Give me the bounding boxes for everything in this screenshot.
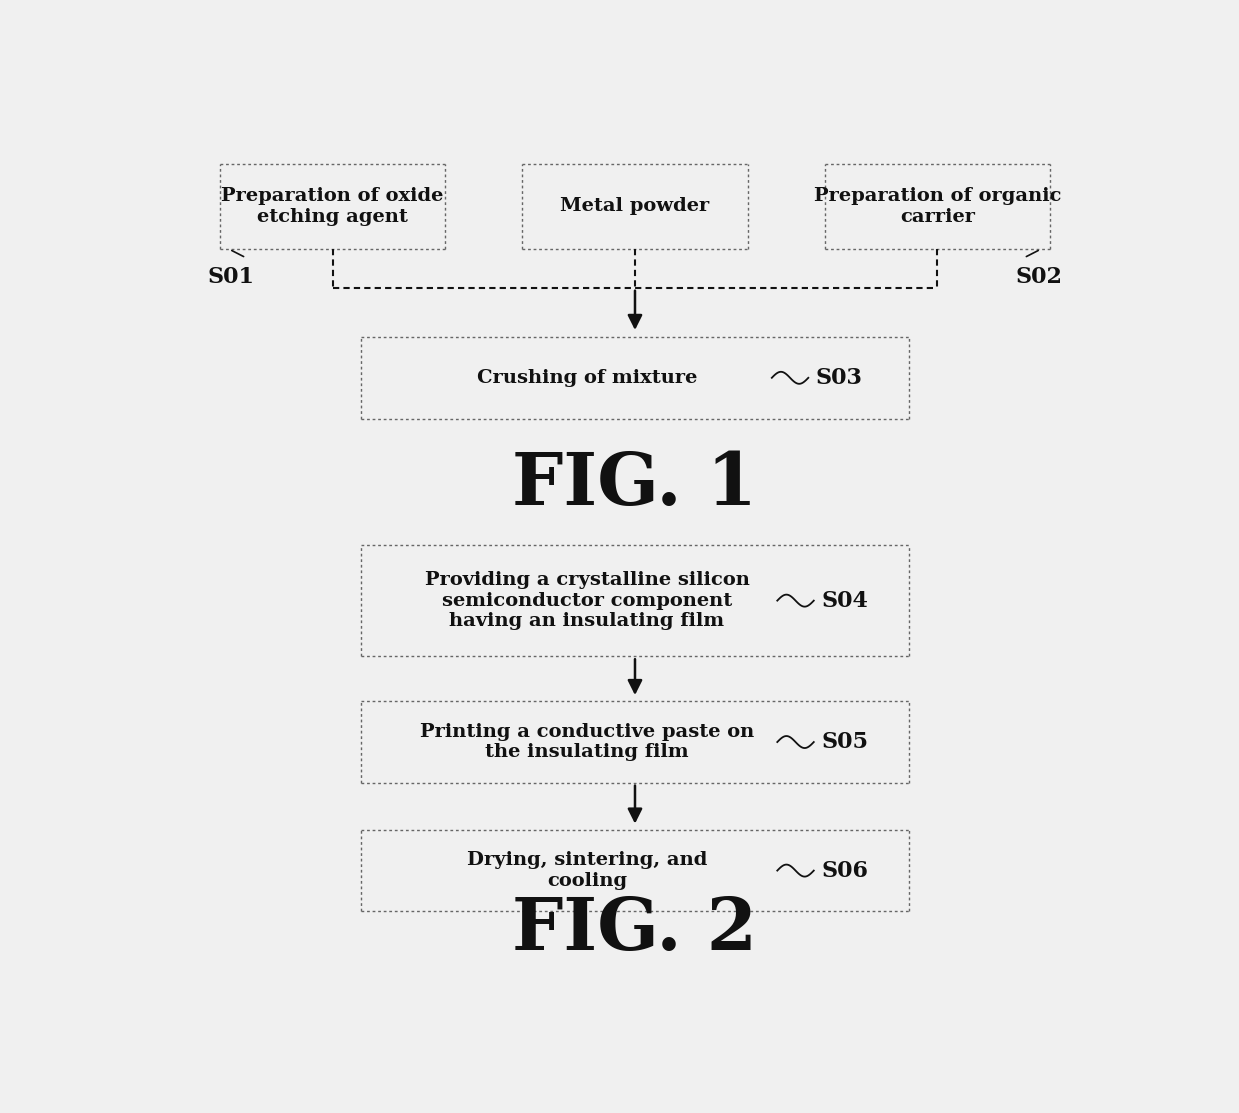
Text: Drying, sintering, and
cooling: Drying, sintering, and cooling (467, 851, 707, 890)
Text: S05: S05 (821, 731, 869, 754)
Text: FIG. 1: FIG. 1 (513, 450, 757, 521)
Text: S06: S06 (821, 859, 869, 881)
Text: FIG. 2: FIG. 2 (513, 894, 757, 965)
Text: Crushing of mixture: Crushing of mixture (477, 368, 698, 387)
Text: S04: S04 (821, 590, 869, 612)
Text: S02: S02 (1015, 266, 1062, 288)
Text: Metal powder: Metal powder (560, 197, 710, 216)
Text: Preparation of oxide
etching agent: Preparation of oxide etching agent (222, 187, 444, 226)
Text: Providing a crystalline silicon
semiconductor component
having an insulating fil: Providing a crystalline silicon semicond… (425, 571, 750, 630)
Text: Printing a conductive paste on
the insulating film: Printing a conductive paste on the insul… (420, 722, 755, 761)
Text: S03: S03 (817, 367, 862, 388)
Text: S01: S01 (208, 266, 255, 288)
Text: Preparation of organic
carrier: Preparation of organic carrier (814, 187, 1062, 226)
